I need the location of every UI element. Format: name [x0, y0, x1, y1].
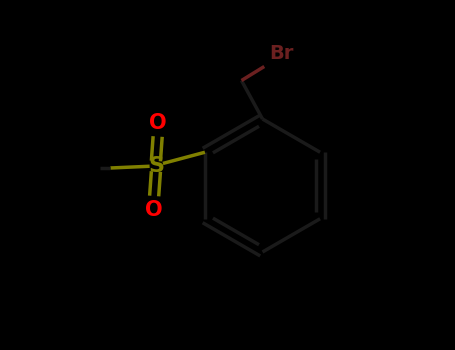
Text: O: O [149, 112, 167, 133]
Text: O: O [145, 200, 163, 220]
Text: S: S [148, 156, 164, 176]
Text: Br: Br [269, 44, 294, 63]
